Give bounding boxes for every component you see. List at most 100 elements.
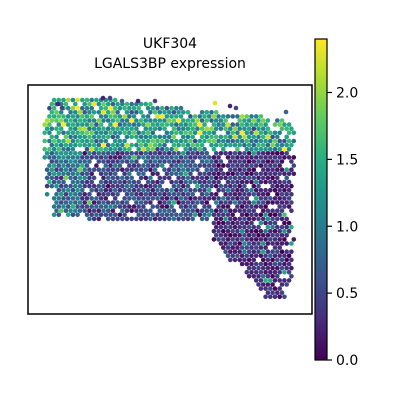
expression-spot	[127, 204, 132, 209]
expression-spot	[178, 179, 184, 185]
expression-spot	[277, 294, 283, 300]
expression-spot	[239, 204, 245, 209]
expression-spot	[75, 163, 80, 168]
expression-spot	[237, 208, 242, 213]
expression-spot	[260, 175, 266, 181]
expression-spot	[190, 134, 195, 140]
expression-spot	[94, 138, 99, 144]
expression-spot	[209, 175, 214, 181]
expression-spot	[242, 175, 247, 181]
expression-spot	[162, 167, 167, 172]
expression-spot	[275, 290, 280, 296]
expression-spot	[258, 114, 264, 119]
expression-spot	[195, 118, 200, 123]
expression-spot	[138, 183, 144, 189]
expression-spot	[87, 134, 92, 140]
expression-spot	[138, 208, 144, 213]
expression-spot	[258, 196, 264, 201]
colorbar-tick-label: 1.5	[336, 152, 358, 168]
expression-spot	[209, 159, 214, 164]
expression-spot	[225, 204, 231, 209]
expression-spot	[244, 171, 250, 177]
expression-spot	[270, 265, 275, 271]
expression-spot	[246, 257, 252, 263]
expression-spot	[143, 175, 149, 181]
expression-spot	[289, 241, 294, 246]
expression-spot	[87, 126, 92, 131]
expression-spot	[225, 187, 231, 193]
expression-spot	[188, 130, 193, 136]
expression-spot	[56, 187, 62, 193]
expression-spot	[150, 171, 156, 177]
expression-spot	[237, 151, 242, 156]
expression-spot	[228, 175, 233, 181]
expression-spot	[162, 159, 167, 164]
expression-spot	[268, 138, 273, 144]
expression-spot	[246, 126, 252, 131]
expression-spot	[122, 138, 127, 144]
expression-spot	[211, 155, 217, 160]
expression-spot	[258, 204, 264, 209]
expression-spot	[218, 175, 224, 181]
expression-spot	[242, 224, 247, 230]
expression-spot	[277, 122, 283, 127]
expression-spot	[112, 130, 118, 136]
expression-spot	[47, 114, 52, 119]
expression-spot	[192, 212, 198, 218]
expression-spot	[176, 142, 181, 148]
expression-spot	[209, 110, 214, 115]
expression-spot	[166, 216, 172, 222]
expression-spot	[272, 286, 278, 291]
expression-spot	[272, 228, 278, 234]
expression-spot	[63, 208, 69, 213]
expression-spot	[277, 187, 283, 193]
expression-spot	[263, 155, 268, 160]
expression-spot	[174, 138, 179, 144]
expression-spot	[239, 253, 245, 259]
expression-spot	[249, 269, 254, 275]
expression-spot	[138, 118, 144, 123]
expression-spot	[211, 179, 217, 185]
expression-spot	[73, 208, 78, 213]
expression-spot	[230, 163, 235, 168]
expression-spot	[89, 130, 94, 136]
expression-spot	[169, 130, 174, 136]
expression-spot	[258, 163, 264, 168]
expression-spot	[242, 118, 247, 123]
expression-spot	[183, 212, 188, 218]
expression-spot	[232, 126, 238, 131]
expression-spot	[150, 105, 156, 111]
expression-spot	[270, 249, 275, 254]
expression-spot	[185, 126, 191, 131]
expression-spot	[230, 122, 235, 127]
expression-spot	[134, 134, 139, 140]
expression-spot	[143, 151, 149, 156]
expression-spot	[178, 138, 184, 144]
expression-spot	[94, 187, 99, 193]
expression-spot	[206, 114, 212, 119]
expression-spot	[221, 114, 226, 119]
expression-spot	[42, 130, 47, 136]
expression-spot	[152, 142, 158, 148]
expression-spot	[275, 233, 280, 238]
expression-spot	[263, 179, 268, 185]
expression-spot	[122, 171, 127, 177]
expression-spot	[286, 122, 292, 127]
expression-spot	[54, 183, 59, 189]
expression-spot	[138, 192, 144, 197]
expression-spot	[284, 265, 290, 271]
expression-spot	[94, 196, 99, 201]
expression-spot	[237, 241, 242, 246]
expression-spot	[42, 122, 47, 127]
expression-spot	[96, 118, 102, 123]
expression-spot	[127, 155, 132, 160]
expression-spot	[251, 126, 257, 131]
expression-spot	[233, 105, 239, 111]
expression-spot	[235, 122, 240, 127]
expression-spot	[101, 167, 106, 172]
expression-spot	[124, 167, 130, 172]
expression-spot	[272, 237, 278, 242]
expression-spot	[230, 245, 235, 250]
expression-spot	[49, 151, 55, 156]
expression-spot	[242, 142, 247, 148]
